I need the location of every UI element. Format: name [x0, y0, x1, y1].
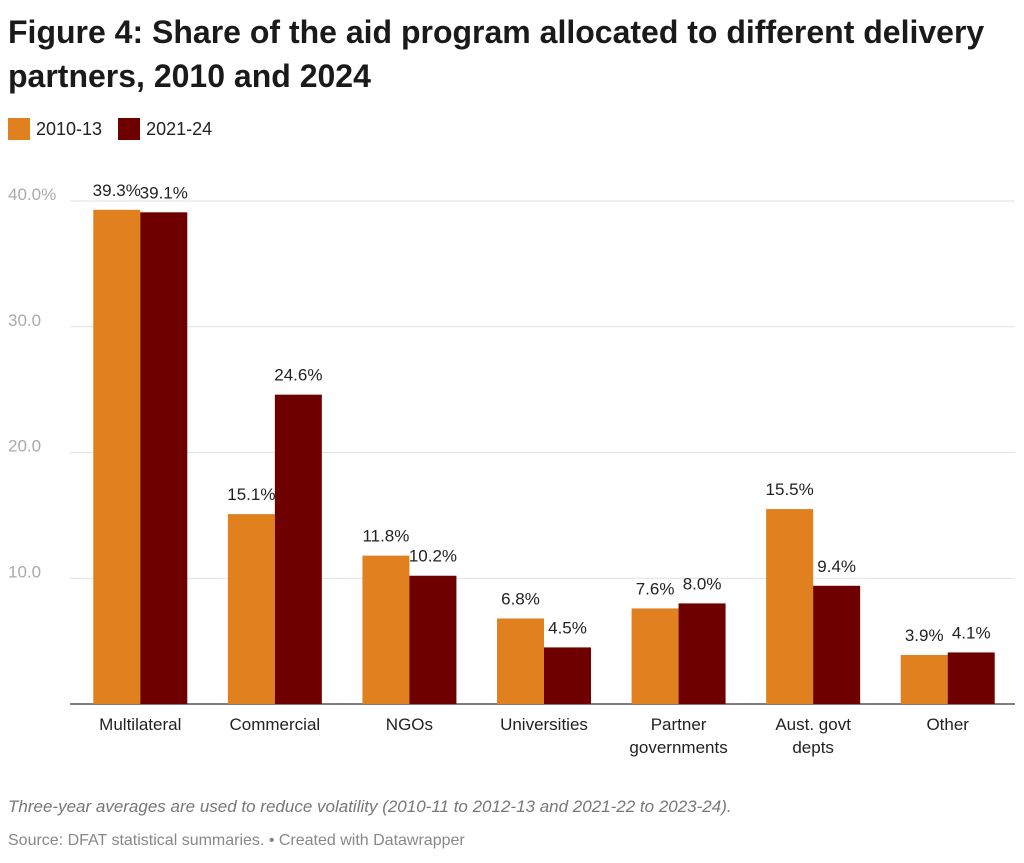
bar	[362, 555, 410, 704]
bar	[227, 514, 275, 704]
y-tick-label: 30.0	[8, 311, 41, 330]
value-label: 4.1%	[952, 623, 991, 642]
value-label: 7.6%	[636, 579, 675, 598]
y-tick-label: 10.0	[8, 562, 41, 581]
source: Source: DFAT statistical summaries. • Cr…	[8, 832, 465, 849]
legend: 2010-13 2021-24	[8, 118, 212, 140]
bar	[947, 652, 995, 704]
legend-swatch	[118, 118, 141, 140]
note: Three-year averages are used to reduce v…	[8, 797, 732, 816]
bar	[409, 575, 457, 704]
value-label: 39.1%	[140, 183, 188, 202]
value-label: 8.0%	[683, 574, 722, 593]
legend-swatch	[8, 118, 30, 140]
bar	[766, 509, 814, 704]
bar	[900, 654, 948, 704]
value-label: 4.5%	[548, 618, 587, 637]
x-tick-label: Partner governments	[629, 715, 728, 757]
value-label: 10.2%	[409, 547, 457, 566]
x-tick-label: Other	[926, 715, 969, 734]
value-label: 24.6%	[274, 366, 322, 385]
x-tick-label: Commercial	[229, 715, 321, 734]
bar	[140, 212, 188, 704]
value-label: 3.9%	[905, 626, 944, 645]
value-label: 39.3%	[93, 181, 141, 200]
bar	[497, 618, 544, 704]
bar	[678, 603, 726, 704]
value-label: 15.1%	[227, 485, 275, 504]
chart-title: Figure 4: Share of the aid program alloc…	[8, 14, 985, 94]
y-tick-label: 40.0%	[8, 185, 56, 204]
bar	[274, 394, 322, 704]
x-tick-label: Universities	[500, 715, 588, 734]
x-tick-label: Multilateral	[99, 715, 182, 734]
legend-item: 2010-13	[8, 118, 102, 140]
bar	[631, 608, 679, 704]
legend-label: 2021-24	[146, 118, 213, 139]
legend-label: 2010-13	[36, 118, 103, 139]
x-tick-label: Aust. govt depts	[775, 715, 851, 757]
x-tick-label: NGOs	[385, 715, 434, 734]
y-tick-label: 20.0	[8, 437, 41, 456]
value-label: 6.8%	[501, 589, 540, 608]
legend-item: 2021-24	[118, 118, 212, 140]
bar	[544, 647, 591, 704]
bar	[93, 209, 141, 705]
value-label: 11.8%	[362, 527, 409, 546]
value-label: 9.4%	[817, 557, 856, 576]
value-label: 15.5%	[766, 480, 814, 499]
bar	[813, 585, 861, 704]
